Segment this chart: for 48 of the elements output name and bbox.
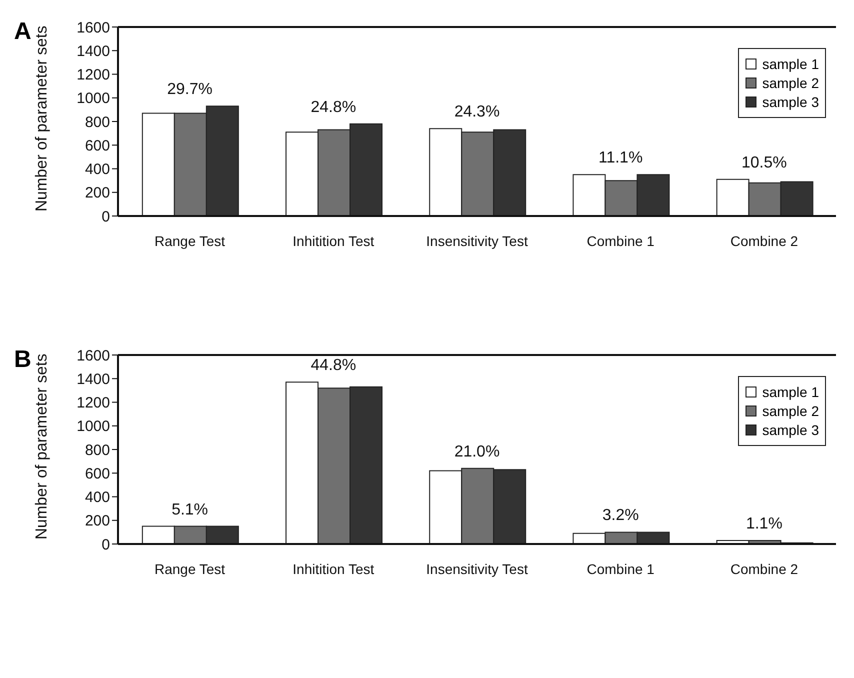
x-tick-label: Combine 2: [730, 232, 798, 249]
legend-label: sample 1: [762, 384, 819, 400]
annotation: 5.1%: [172, 501, 208, 518]
legend-label: sample 2: [762, 75, 819, 91]
x-tick-label: Combine 2: [730, 560, 798, 577]
y-axis-title: Number of parameter sets: [34, 354, 51, 540]
y-tick-label: 600: [84, 465, 110, 482]
y-tick-label: 800: [84, 114, 110, 131]
y-tick-label: 1400: [76, 370, 110, 388]
chart-title: A: [14, 18, 32, 46]
y-tick-label: 1600: [76, 347, 110, 364]
annotation: 10.5%: [742, 154, 787, 172]
x-tick-label: Inhitition Test: [292, 560, 374, 577]
y-axis-title: Number of parameter sets: [34, 26, 51, 212]
annotation: 3.2%: [602, 507, 639, 524]
legend-label: sample 2: [762, 403, 819, 419]
annotation: 1.1%: [746, 515, 782, 532]
y-tick-label: 200: [84, 512, 110, 530]
x-tick-label: Range Test: [154, 232, 226, 249]
x-tick-label: Insensitivity Test: [426, 560, 528, 577]
annotation: 29.7%: [167, 81, 212, 98]
y-tick-label: 800: [84, 442, 110, 459]
annotation: 21.0%: [454, 443, 500, 460]
annotation: 44.8%: [310, 357, 356, 374]
y-tick-label: 1600: [76, 19, 110, 36]
y-tick-label: 400: [84, 489, 110, 506]
y-tick-label: 1000: [76, 418, 110, 436]
legend-label: sample 3: [762, 94, 819, 110]
annotation: 24.8%: [310, 98, 356, 116]
y-tick-label: 0: [102, 536, 110, 554]
x-tick-label: Range Test: [154, 560, 226, 577]
x-tick-label: Insensitivity Test: [426, 232, 528, 249]
legend-label: sample 1: [762, 56, 819, 72]
annotation: 11.1%: [598, 150, 643, 167]
y-tick-label: 0: [102, 208, 110, 226]
annotation: 24.3%: [454, 104, 500, 121]
y-tick-label: 200: [84, 184, 110, 202]
x-tick-label: Combine 1: [586, 560, 655, 577]
y-tick-label: 1400: [76, 42, 110, 60]
chart-title: B: [14, 346, 32, 374]
y-tick-label: 1200: [76, 394, 110, 412]
y-tick-label: 600: [84, 137, 110, 154]
y-tick-label: 1000: [76, 90, 110, 108]
x-tick-label: Inhitition Test: [292, 232, 374, 249]
x-tick-label: Combine 1: [586, 232, 655, 249]
y-tick-label: 400: [84, 161, 110, 178]
y-tick-label: 1200: [76, 66, 110, 84]
legend-label: sample 3: [762, 422, 819, 438]
